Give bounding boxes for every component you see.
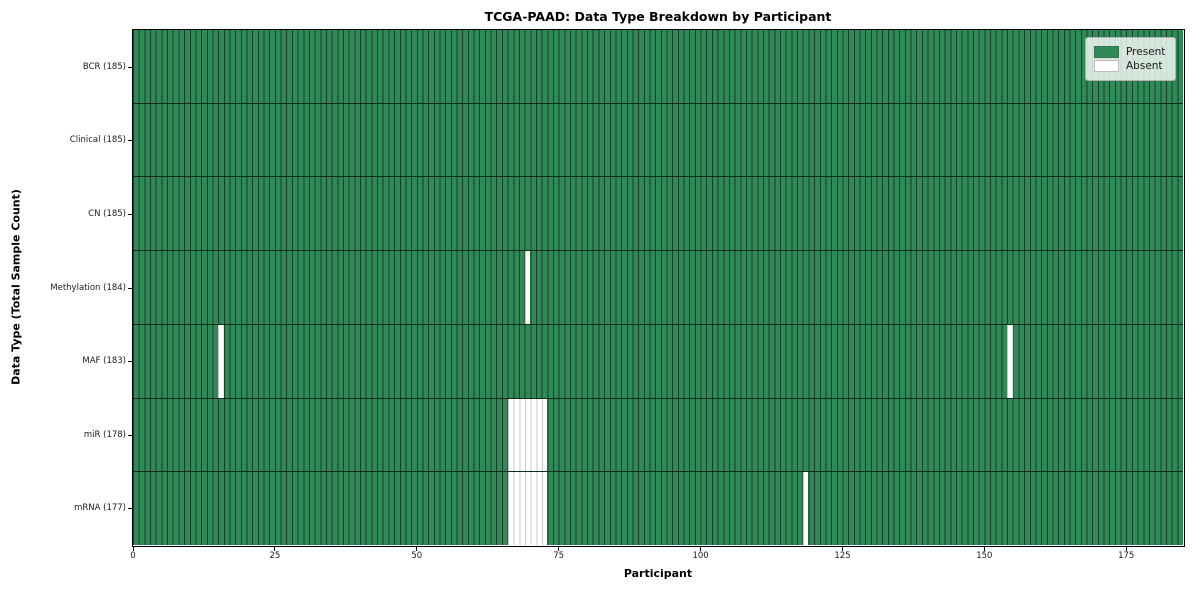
y-tick-mark	[127, 66, 132, 68]
x-tick-mark	[558, 546, 560, 551]
heatmap-row-Methylation	[133, 251, 1183, 325]
x-tick-label-0: 0	[130, 551, 136, 561]
heatmap-row-miR	[133, 398, 1183, 473]
x-tick-mark	[841, 546, 843, 551]
y-tick-label-mRNA: mRNA (177)	[74, 503, 126, 514]
x-tick-label-50: 50	[411, 551, 423, 561]
x-tick-mark	[416, 546, 418, 551]
x-tick-mark	[132, 546, 134, 551]
absent-cells-miR	[507, 398, 548, 472]
x-tick-label-125: 125	[834, 551, 851, 561]
y-tick-mark	[127, 287, 132, 289]
x-tick-label-25: 25	[269, 551, 281, 561]
legend-entry-present: Present	[1094, 46, 1167, 58]
y-tick-label-MAF: MAF (183)	[82, 356, 126, 367]
x-axis-label: Participant	[623, 567, 693, 580]
x-tick-label-75: 75	[553, 551, 565, 561]
y-tick-mark	[127, 361, 132, 363]
absent-cells-mRNA	[507, 472, 548, 546]
x-tick-label-175: 175	[1118, 551, 1135, 561]
y-tick-mark	[127, 213, 132, 215]
chart-title: TCGA-PAAD: Data Type Breakdown by Partic…	[484, 9, 832, 24]
legend-label-absent: Absent	[1126, 60, 1163, 72]
legend: Present Absent	[1085, 37, 1176, 81]
x-tick-mark	[274, 546, 276, 551]
legend-label-present: Present	[1126, 46, 1166, 58]
absent-cells-mRNA	[802, 472, 809, 546]
absent-cells-MAF	[218, 324, 224, 398]
heatmap-plot	[133, 30, 1183, 546]
absent-cells-MAF	[1007, 324, 1013, 398]
y-tick-label-Methylation: Methylation (184)	[50, 282, 126, 293]
heatmap-row-MAF	[133, 324, 1183, 399]
x-tick-mark	[700, 546, 702, 551]
y-tick-mark	[127, 434, 132, 436]
y-tick-label-miR: miR (178)	[83, 429, 126, 440]
y-tick-mark	[127, 508, 132, 510]
heatmap-row-BCR	[133, 30, 1183, 104]
legend-entry-absent: Absent	[1094, 60, 1167, 72]
heatmap-row-mRNA	[133, 472, 1183, 546]
legend-swatch-present	[1094, 46, 1119, 58]
y-tick-label-BCR: BCR (185)	[82, 61, 126, 72]
y-tick-mark	[127, 140, 132, 142]
y-tick-label-Clinical: Clinical (185)	[69, 135, 126, 146]
x-tick-label-100: 100	[692, 551, 709, 561]
heatmap-row-CN	[133, 177, 1183, 252]
absent-cells-Methylation	[524, 251, 531, 324]
heatmap-row-Clinical	[133, 103, 1183, 178]
x-tick-label-150: 150	[976, 551, 993, 561]
x-tick-mark	[1125, 546, 1127, 551]
x-tick-mark	[983, 546, 985, 551]
legend-swatch-absent	[1094, 60, 1119, 72]
y-tick-label-CN: CN (185)	[88, 208, 126, 219]
